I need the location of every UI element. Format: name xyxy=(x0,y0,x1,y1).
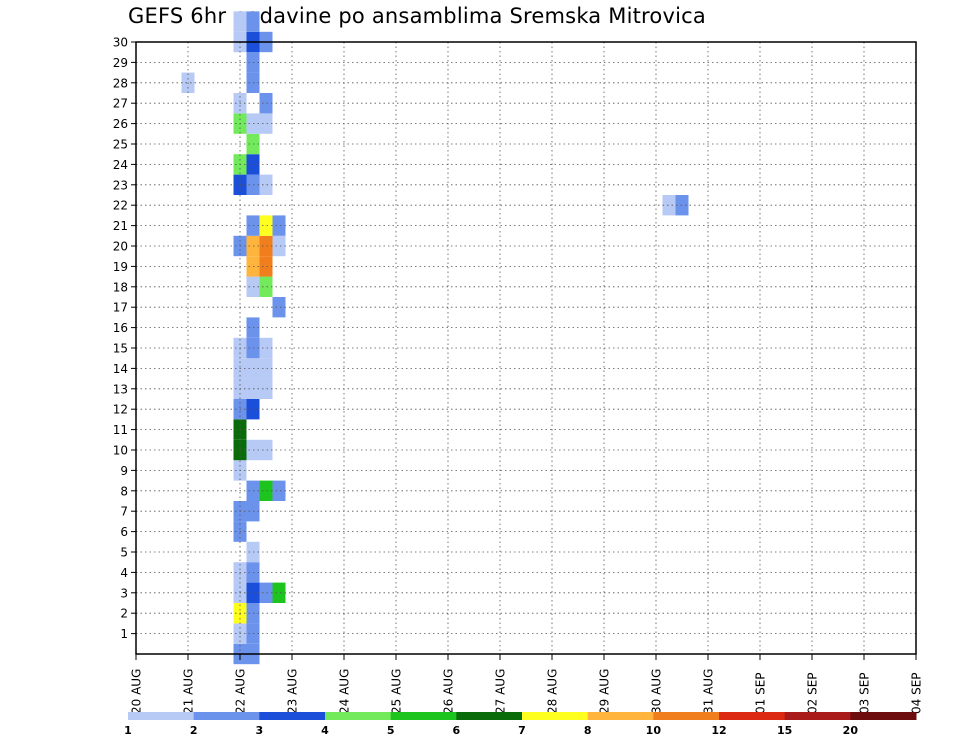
color-legend: 1 2 3 4 5 6 7 8 10 12 15 20 xyxy=(124,712,917,737)
heatmap-cells xyxy=(181,11,689,665)
heatmap-cell xyxy=(259,582,273,603)
legend-swatch xyxy=(259,712,326,720)
legend-swatch xyxy=(128,712,195,720)
legend-label: 1 xyxy=(124,724,132,737)
heatmap-cell xyxy=(259,439,273,461)
y-tick-label: 10 xyxy=(113,444,128,458)
y-tick-label: 24 xyxy=(113,158,128,172)
legend-label: 12 xyxy=(711,724,726,737)
x-tick-label: 03 SEP xyxy=(858,672,872,714)
legend-swatch xyxy=(719,712,786,720)
heatmap-cell xyxy=(259,174,273,195)
y-tick-label: 7 xyxy=(120,505,128,519)
x-tick-label: 31 AUG xyxy=(702,669,716,714)
grid-lines xyxy=(136,41,916,654)
x-tick-label: 26 AUG xyxy=(442,669,456,714)
y-tick-label: 18 xyxy=(113,280,128,294)
y-tick-label: 30 xyxy=(113,36,128,50)
x-tick-label: 01 SEP xyxy=(754,672,768,714)
heatmap-cell xyxy=(259,256,273,277)
y-tick-label: 6 xyxy=(120,525,128,539)
legend-label: 5 xyxy=(387,724,395,737)
x-tick-label: 02 SEP xyxy=(806,672,820,714)
y-tick-label: 25 xyxy=(113,138,128,152)
legend-label: 4 xyxy=(321,724,329,737)
heatmap-cell xyxy=(272,480,286,501)
heatmap-cell xyxy=(233,11,247,32)
y-tick-label: 1 xyxy=(120,627,128,641)
y-tick-label: 26 xyxy=(113,117,128,131)
heatmap-cell xyxy=(272,297,286,318)
legend-label: 3 xyxy=(256,724,264,737)
y-tick-label: 29 xyxy=(113,56,128,70)
y-tick-label: 19 xyxy=(113,260,128,274)
heatmap-cell xyxy=(259,480,273,501)
heatmap-cell xyxy=(259,215,273,236)
x-tick-label: 23 AUG xyxy=(286,669,300,714)
y-tick-label: 20 xyxy=(113,240,128,254)
y-tick-label: 28 xyxy=(113,76,128,90)
heatmap-cell xyxy=(259,93,273,114)
y-tick-label: 3 xyxy=(120,586,128,600)
y-tick-label: 11 xyxy=(113,423,128,437)
y-tick-label: 17 xyxy=(113,301,128,315)
heatmap-cell xyxy=(246,11,260,32)
legend-swatch xyxy=(456,712,523,720)
legend-label: 8 xyxy=(584,724,592,737)
x-tick-label: 04 SEP xyxy=(910,672,924,714)
y-tick-label: 15 xyxy=(113,342,128,356)
y-axis: 1234567891011121314151617181920212223242… xyxy=(113,36,136,641)
heatmap-cell xyxy=(259,235,273,257)
x-tick-label: 21 AUG xyxy=(182,669,196,714)
x-tick-label: 28 AUG xyxy=(546,669,560,714)
x-tick-label: 29 AUG xyxy=(598,669,612,714)
y-tick-label: 9 xyxy=(120,464,128,478)
legend-swatch xyxy=(587,712,654,720)
legend-label: 6 xyxy=(453,724,461,737)
heatmap-cell xyxy=(272,235,286,257)
y-tick-label: 22 xyxy=(113,199,128,213)
y-tick-label: 21 xyxy=(113,219,128,233)
y-tick-label: 12 xyxy=(113,403,128,417)
legend-swatch xyxy=(193,712,260,720)
y-tick-label: 16 xyxy=(113,321,128,335)
legend-swatch xyxy=(784,712,851,720)
x-tick-label: 24 AUG xyxy=(338,669,352,714)
legend-label: 7 xyxy=(518,724,526,737)
x-tick-label: 20 AUG xyxy=(130,669,144,714)
legend-swatch xyxy=(653,712,720,720)
legend-swatch xyxy=(850,712,917,720)
legend-swatch xyxy=(522,712,589,720)
legend-swatch xyxy=(390,712,457,720)
chart-title: GEFS 6hr padavine po ansamblima Sremska … xyxy=(128,4,706,28)
y-tick-label: 13 xyxy=(113,382,128,396)
y-tick-label: 8 xyxy=(120,484,128,498)
x-tick-label: 30 AUG xyxy=(650,669,664,714)
y-tick-label: 5 xyxy=(120,546,128,560)
y-tick-label: 27 xyxy=(113,97,128,111)
x-axis: 20 AUG 21 AUG 22 AUG 23 AUG 24 AUG 25 AUG 26 A… xyxy=(130,654,924,714)
y-tick-label: 4 xyxy=(120,566,128,580)
heatmap-cell xyxy=(272,215,286,236)
heatmap-cell xyxy=(259,358,273,379)
heatmap-cell xyxy=(259,337,273,359)
legend-label: 2 xyxy=(190,724,198,737)
legend-label: 10 xyxy=(646,724,662,737)
heatmap-cell xyxy=(272,582,286,603)
legend-label: 20 xyxy=(843,724,859,737)
x-tick-label: 22 AUG xyxy=(234,669,248,714)
y-tick-label: 23 xyxy=(113,178,128,192)
heatmap-cell xyxy=(259,276,273,297)
heatmap-cell xyxy=(259,378,273,399)
heatmap-cell xyxy=(662,195,676,216)
y-tick-label: 14 xyxy=(113,362,128,376)
legend-swatch xyxy=(325,712,392,720)
x-tick-label: 27 AUG xyxy=(494,669,508,714)
y-tick-label: 2 xyxy=(120,607,128,621)
heatmap-cell xyxy=(259,113,273,134)
x-tick-label: 25 AUG xyxy=(390,669,404,714)
legend-label: 15 xyxy=(777,724,792,737)
